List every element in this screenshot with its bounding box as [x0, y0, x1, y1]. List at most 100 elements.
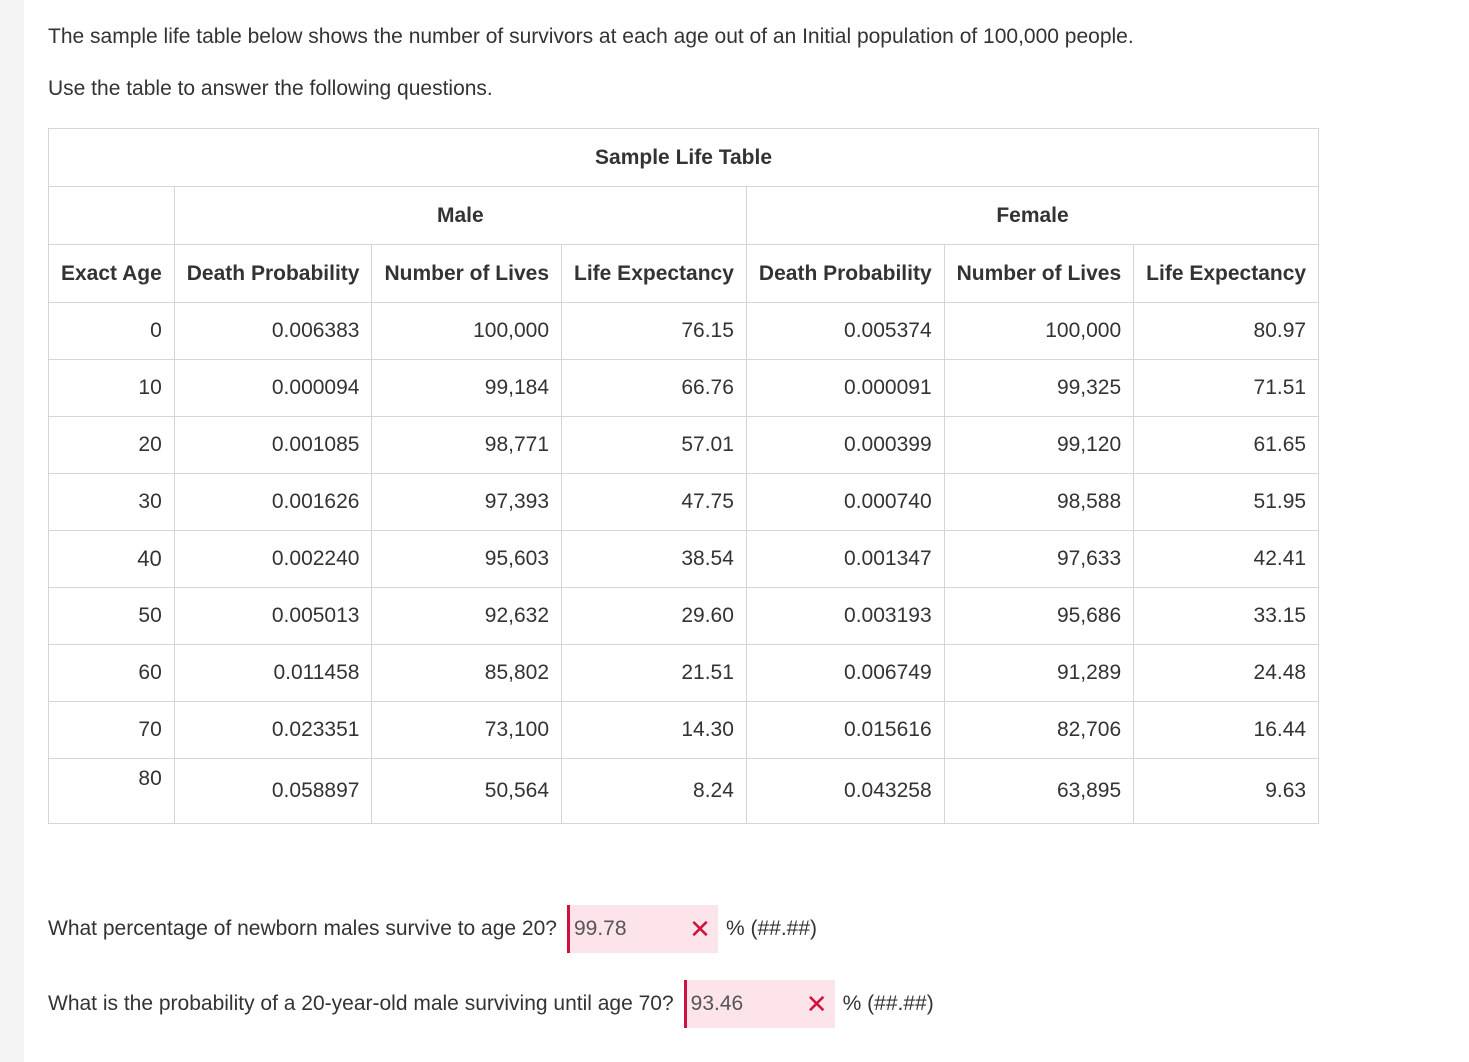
table-cell: 0.058897 [173, 758, 373, 824]
table-cell: 38.54 [561, 530, 747, 588]
question-text: What is the probability of a 20-year-old… [48, 992, 674, 1015]
table-row: 10 0.000094 99,184 66.76 0.000091 99,325… [48, 359, 1320, 417]
table-cell: 24.48 [1133, 644, 1320, 702]
table-cell: 33.15 [1133, 587, 1320, 645]
format-hint: % (##.##) [842, 992, 934, 1015]
table-cell: 0.006749 [745, 644, 945, 702]
table-cell: 70 [48, 701, 175, 759]
table-cell: 92,632 [371, 587, 563, 645]
table-cell: 99,325 [943, 359, 1135, 417]
table-cell: 98,771 [371, 416, 563, 474]
table-cell: 66.76 [561, 359, 747, 417]
table-cell: 82,706 [943, 701, 1135, 759]
answer-value[interactable]: 93.46 [690, 992, 744, 1015]
table-row: 0 0.006383 100,000 76.15 0.005374 100,00… [48, 302, 1320, 360]
table-cell: 73,100 [371, 701, 563, 759]
table-row: 70 0.023351 73,100 14.30 0.015616 82,706… [48, 701, 1320, 759]
table-cell: 0.023351 [173, 701, 373, 759]
column-header: Number of Lives [943, 244, 1135, 303]
table-cell: 0.003193 [745, 587, 945, 645]
table-cell: 21.51 [561, 644, 747, 702]
table-row: 80 0.058897 50,564 8.24 0.043258 63,895 … [48, 758, 1320, 824]
group-header-empty [48, 186, 175, 245]
table-title: Sample Life Table [47, 128, 1320, 187]
table-cell: 10 [48, 359, 175, 417]
table-cell: 97,633 [943, 530, 1135, 588]
column-header: Death Probability [745, 244, 945, 303]
table-cell: 80 [48, 758, 175, 824]
table-cell: 0.000094 [173, 359, 373, 417]
table-cell: 0.001085 [173, 416, 373, 474]
table-cell: 0.002240 [173, 530, 373, 588]
table-cell: 8.24 [561, 758, 747, 824]
table-cell: 0.000740 [745, 473, 945, 531]
table-cell: 14.30 [561, 701, 747, 759]
life-table: Sample Life Table Male Female Exact Age … [47, 128, 1320, 824]
column-header: Life Expectancy [1133, 244, 1320, 303]
table-cell: 16.44 [1133, 701, 1320, 759]
table-cell: 100,000 [371, 302, 563, 360]
table-cell: 76.15 [561, 302, 747, 360]
table-cell: 0.005374 [745, 302, 945, 360]
table-cell: 0.001347 [745, 530, 945, 588]
column-header: Life Expectancy [561, 244, 747, 303]
column-header: Exact Age [48, 244, 175, 303]
table-cell: 95,603 [371, 530, 563, 588]
table-cell: 0.015616 [745, 701, 945, 759]
table-cell: 30 [48, 473, 175, 531]
table-row: 60 0.011458 85,802 21.51 0.006749 91,289… [48, 644, 1320, 702]
left-margin-strip [0, 0, 24, 1062]
table-cell: 0.000091 [745, 359, 945, 417]
table-cell: 0.001626 [173, 473, 373, 531]
wrong-x-icon: ✕ [689, 914, 711, 944]
table-cell: 71.51 [1133, 359, 1320, 417]
table-cell: 42.41 [1133, 530, 1320, 588]
intro-text: The sample life table below shows the nu… [48, 25, 1134, 48]
answer-value[interactable]: 99.78 [573, 917, 627, 940]
answer-input[interactable]: 99.78 ✕ [566, 905, 718, 953]
table-cell: 61.65 [1133, 416, 1320, 474]
answer-input[interactable]: 93.46 ✕ [683, 980, 835, 1028]
wrong-x-icon: ✕ [805, 989, 828, 1019]
table-cell: 57.01 [561, 416, 747, 474]
table-cell: 9.63 [1133, 758, 1320, 824]
table-cell: 0.043258 [745, 758, 945, 824]
table-cell: 99,120 [943, 416, 1135, 474]
group-header-male: Male [173, 186, 747, 245]
table-cell: 91,289 [943, 644, 1135, 702]
table-row: 50 0.005013 92,632 29.60 0.003193 95,686… [48, 587, 1320, 645]
column-header: Number of Lives [371, 244, 563, 303]
table-cell: 51.95 [1133, 473, 1320, 531]
table-cell: 47.75 [561, 473, 747, 531]
question-text: What percentage of newborn males survive… [48, 917, 557, 940]
table-cell: 20 [48, 416, 175, 474]
table-cell: 85,802 [371, 644, 563, 702]
format-hint: % (##.##) [725, 917, 818, 940]
table-cell: 0.006383 [173, 302, 373, 360]
table-cell: 100,000 [943, 302, 1135, 360]
table-cell: 0 [48, 302, 175, 360]
table-cell: 50 [48, 587, 175, 645]
table-cell: 80.97 [1133, 302, 1320, 360]
table-cell: 63,895 [943, 758, 1135, 824]
table-row: 20 0.001085 98,771 57.01 0.000399 99,120… [48, 416, 1320, 474]
table-cell: 99,184 [371, 359, 563, 417]
table-cell: 97,393 [371, 473, 563, 531]
column-header-row: Exact Age Death Probability Number of Li… [48, 244, 1320, 303]
table-cell: 0.005013 [173, 587, 373, 645]
question-2: What is the probability of a 20-year-old… [48, 980, 934, 1028]
table-cell: 95,686 [943, 587, 1135, 645]
table-cell: 50,564 [371, 758, 563, 824]
instruction-text: Use the table to answer the following qu… [48, 77, 493, 100]
table-cell: 29.60 [561, 587, 747, 645]
table-row: 30 0.001626 97,393 47.75 0.000740 98,588… [48, 473, 1320, 531]
table-cell: 0.011458 [173, 644, 373, 702]
table-cell: 60 [48, 644, 175, 702]
group-header-female: Female [745, 186, 1320, 245]
table-row: 40 0.002240 95,603 38.54 0.001347 97,633… [48, 530, 1320, 588]
question-1: What percentage of newborn males survive… [48, 905, 817, 953]
table-cell: 0.000399 [745, 416, 945, 474]
table-cell: 98,588 [943, 473, 1135, 531]
column-header: Death Probability [173, 244, 373, 303]
table-cell: 40 [48, 530, 175, 588]
